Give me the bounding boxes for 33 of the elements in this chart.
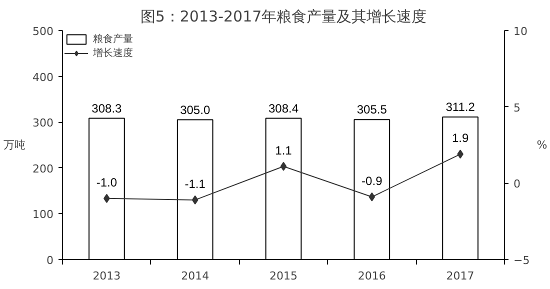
x-tick-label: 2014 — [181, 270, 210, 282]
legend-label: 粮食产量 — [93, 32, 133, 46]
point — [368, 192, 376, 202]
data-label: -0.9 — [362, 174, 383, 188]
data-label: 305.5 — [356, 102, 388, 117]
legend-label: 增长速度 — [93, 46, 133, 60]
y-tick-label: 200 — [32, 162, 54, 176]
data-label: 311.2 — [446, 100, 476, 114]
y-tick-label: 500 — [32, 25, 54, 38]
chart-title: 图5：2013-2017年粮食产量及其增长速度 — [140, 8, 427, 26]
x-tick-label: 2015 — [270, 270, 298, 282]
y-tick-label: 300 — [32, 116, 54, 130]
x-tick-label: 2016 — [358, 270, 386, 282]
y2-tick-label: −5 — [514, 254, 530, 267]
x-tick-label: 2013 — [92, 270, 121, 282]
data-label: 308.3 — [92, 101, 122, 116]
y2-tick-label: 0 — [514, 178, 520, 191]
data-label: -1.1 — [184, 176, 206, 191]
data-label: 308.4 — [268, 101, 299, 116]
point — [192, 195, 198, 204]
data-label: 305.0 — [180, 102, 210, 117]
x-tick-label: 2017 — [446, 270, 474, 282]
point — [280, 162, 287, 171]
y-tick-label: 0 — [46, 254, 54, 267]
data-label: -1.0 — [96, 175, 118, 190]
data-label: 1.9 — [452, 131, 469, 146]
y2-axis-title: % — [536, 138, 548, 152]
data-label: 1.1 — [275, 143, 292, 158]
y-tick-label: 100 — [32, 208, 54, 222]
y2-tick-label: 10 — [514, 25, 528, 38]
y-axis-title: 万吨 — [4, 138, 26, 152]
y-tick-label: 400 — [32, 70, 54, 84]
y2-tick-label: 5 — [514, 101, 520, 114]
